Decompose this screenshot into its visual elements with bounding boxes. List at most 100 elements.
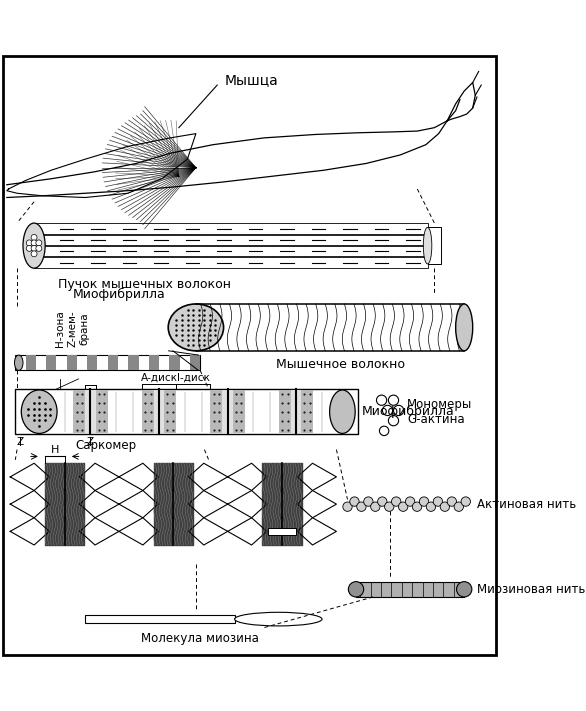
Text: Мономеры
G-актина: Мономеры G-актина [407, 397, 472, 426]
Bar [34, 223, 428, 234]
Polygon shape [228, 518, 267, 545]
Polygon shape [228, 464, 267, 491]
Polygon shape [189, 518, 228, 545]
Polygon shape [7, 134, 196, 198]
Circle shape [426, 502, 435, 511]
Circle shape [389, 395, 398, 405]
Polygon shape [189, 491, 228, 518]
Circle shape [343, 502, 352, 511]
Circle shape [36, 240, 42, 246]
Text: Актиновая нить: Актиновая нить [477, 498, 576, 510]
Polygon shape [10, 491, 49, 518]
Ellipse shape [423, 228, 432, 264]
Polygon shape [80, 464, 119, 491]
Bar [142, 390, 176, 434]
Bar [210, 390, 245, 434]
Bar [128, 355, 138, 370]
Circle shape [376, 395, 387, 405]
Ellipse shape [15, 355, 23, 370]
Bar [190, 355, 200, 370]
Text: Z: Z [87, 437, 94, 447]
Text: I-диск: I-диск [177, 373, 210, 383]
Bar [85, 615, 234, 624]
Polygon shape [119, 464, 158, 491]
Circle shape [26, 240, 32, 246]
Polygon shape [80, 491, 119, 518]
Circle shape [380, 426, 389, 436]
Bar [26, 355, 36, 370]
Text: Мышца: Мышца [224, 73, 278, 87]
Bar [34, 235, 428, 245]
Bar [87, 355, 97, 370]
Ellipse shape [21, 390, 57, 434]
Polygon shape [10, 464, 49, 491]
Bar [108, 355, 118, 370]
Circle shape [36, 245, 42, 251]
Text: Z: Z [16, 437, 23, 447]
Bar [428, 228, 441, 264]
Ellipse shape [168, 304, 224, 351]
Bar [34, 246, 428, 257]
Polygon shape [447, 82, 475, 121]
Text: Миофибрилла: Миофибрилла [362, 405, 455, 418]
Text: Саркомер: Саркомер [75, 439, 136, 451]
Bar [86, 390, 96, 434]
Circle shape [384, 502, 394, 511]
Bar [279, 390, 314, 434]
Text: Молекула миозина: Молекула миозина [141, 632, 259, 645]
Circle shape [454, 502, 464, 511]
Text: H: H [50, 444, 59, 455]
Circle shape [370, 502, 380, 511]
Bar [73, 390, 108, 434]
Text: Пучок мышечных волокон: Пучок мышечных волокон [58, 279, 231, 292]
Circle shape [377, 497, 387, 506]
Circle shape [389, 415, 398, 426]
Circle shape [31, 251, 37, 257]
Circle shape [31, 245, 37, 251]
Text: Миофибрилла: Миофибрилла [73, 289, 165, 301]
Polygon shape [119, 518, 158, 545]
Bar [34, 257, 428, 268]
Circle shape [391, 497, 401, 506]
Ellipse shape [329, 390, 355, 434]
Polygon shape [228, 491, 267, 518]
Text: А-диск: А-диск [141, 373, 178, 383]
Bar [149, 355, 159, 370]
Polygon shape [7, 100, 460, 198]
Ellipse shape [348, 582, 364, 597]
Ellipse shape [234, 612, 322, 626]
Text: Миозиновая нить: Миозиновая нить [477, 583, 585, 596]
Polygon shape [189, 464, 228, 491]
Circle shape [357, 502, 366, 511]
Text: Н-зона: Н-зона [55, 310, 65, 346]
Circle shape [447, 497, 456, 506]
Bar [356, 582, 464, 597]
Ellipse shape [23, 223, 45, 268]
Circle shape [31, 235, 37, 240]
Polygon shape [119, 491, 158, 518]
Bar [15, 355, 200, 370]
Circle shape [433, 497, 442, 506]
Bar [15, 389, 357, 434]
Bar [67, 355, 77, 370]
Text: Мышечное волокно: Мышечное волокно [276, 358, 405, 370]
Bar [268, 528, 296, 535]
Circle shape [383, 405, 393, 415]
Circle shape [413, 502, 422, 511]
Circle shape [364, 497, 373, 506]
Polygon shape [297, 464, 336, 491]
Circle shape [440, 502, 449, 511]
Circle shape [31, 240, 37, 246]
Polygon shape [80, 518, 119, 545]
Bar [169, 355, 180, 370]
Circle shape [420, 497, 429, 506]
Circle shape [406, 497, 415, 506]
Ellipse shape [456, 304, 473, 351]
Ellipse shape [456, 582, 472, 597]
Bar [291, 390, 301, 434]
Circle shape [461, 497, 471, 506]
Bar [46, 355, 56, 370]
Circle shape [350, 497, 359, 506]
Polygon shape [297, 491, 336, 518]
Polygon shape [10, 518, 49, 545]
